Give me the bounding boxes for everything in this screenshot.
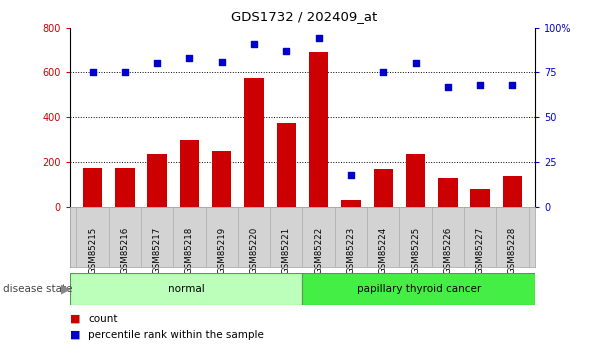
Point	[475, 82, 485, 88]
Text: percentile rank within the sample: percentile rank within the sample	[88, 330, 264, 339]
Point	[314, 36, 323, 41]
Bar	[244, 78, 264, 207]
Point	[152, 61, 162, 66]
Point	[120, 70, 130, 75]
Text: papillary thyroid cancer: papillary thyroid cancer	[357, 284, 481, 294]
Bar	[83, 168, 102, 207]
Bar	[438, 178, 457, 207]
Bar	[302, 273, 535, 305]
Point	[217, 59, 227, 65]
Point	[346, 172, 356, 177]
Bar	[115, 168, 134, 207]
Text: ■: ■	[70, 314, 80, 324]
Point	[282, 48, 291, 54]
Bar	[471, 189, 490, 207]
Point	[249, 41, 259, 47]
Point	[410, 61, 420, 66]
Point	[508, 82, 517, 88]
Text: ■: ■	[70, 330, 80, 339]
Point	[185, 55, 195, 61]
Bar	[180, 140, 199, 207]
Bar	[309, 52, 328, 207]
Point	[443, 84, 453, 90]
Bar	[277, 123, 296, 207]
Point	[88, 70, 97, 75]
Bar	[373, 169, 393, 207]
Text: ▶: ▶	[61, 283, 71, 295]
Bar	[503, 176, 522, 207]
Text: count: count	[88, 314, 118, 324]
Text: disease state: disease state	[3, 284, 72, 294]
Bar	[341, 200, 361, 207]
Point	[378, 70, 388, 75]
Bar	[147, 154, 167, 207]
Text: normal: normal	[168, 284, 204, 294]
Text: GDS1732 / 202409_at: GDS1732 / 202409_at	[231, 10, 377, 23]
Bar	[406, 154, 425, 207]
Bar	[212, 151, 232, 207]
Bar	[70, 273, 302, 305]
